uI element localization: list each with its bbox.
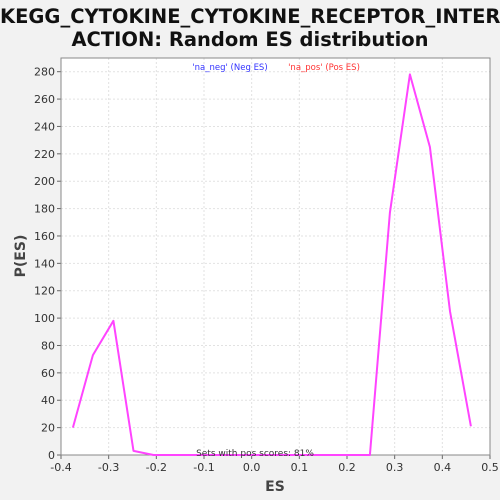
y-tick-label: 20 [41, 422, 55, 435]
y-tick-label: 160 [34, 230, 55, 243]
legend-entry-neg: 'na_neg' (Neg ES) [192, 63, 267, 73]
y-tick-label: 240 [34, 120, 55, 133]
legend-entry-pos: 'na_pos' (Pos ES) [288, 63, 360, 73]
x-tick-label: 0.0 [243, 461, 261, 474]
y-tick-label: 80 [41, 339, 55, 352]
x-tick-label: 0.5 [481, 461, 499, 474]
y-tick-label: 280 [34, 66, 55, 79]
x-axis-title: ES [265, 479, 285, 495]
x-tick-label: 0.4 [434, 461, 452, 474]
x-tick-label: 0.2 [338, 461, 356, 474]
x-tick-label: -0.4 [50, 461, 71, 474]
x-tick-label: -0.3 [98, 461, 119, 474]
x-tick-label: -0.1 [193, 461, 214, 474]
series-group [71, 73, 472, 456]
pos-scores-annotation: Sets with pos scores: 81% [196, 449, 314, 459]
y-tick-label: 60 [41, 367, 55, 380]
series-line [71, 73, 472, 456]
chart-title-line-2: ACTION: Random ES distribution [71, 28, 429, 51]
y-axis-title: P(ES) [13, 235, 29, 278]
y-tick-label: 220 [34, 148, 55, 161]
x-tick-label: 0.3 [386, 461, 404, 474]
plot-area [61, 58, 490, 455]
y-tick-label: 200 [34, 175, 55, 188]
chart-title-line-1: KEGG_CYTOKINE_CYTOKINE_RECEPTOR_INTER [0, 5, 500, 28]
x-tick-label: 0.1 [291, 461, 309, 474]
x-tick-label: -0.2 [146, 461, 167, 474]
y-tick-label: 140 [34, 257, 55, 270]
y-tick-label: 260 [34, 93, 55, 106]
y-tick-label: 180 [34, 203, 55, 216]
y-tick-label: 100 [34, 312, 55, 325]
y-tick-label: 0 [48, 449, 55, 462]
axes: -0.4 -0.3 -0.2 -0.1 0.0 0.1 0.2 0.3 0.4 0.5 0 20 40 6… [34, 57, 499, 474]
y-tick-label: 120 [34, 285, 55, 298]
y-tick-label: 40 [41, 394, 55, 407]
